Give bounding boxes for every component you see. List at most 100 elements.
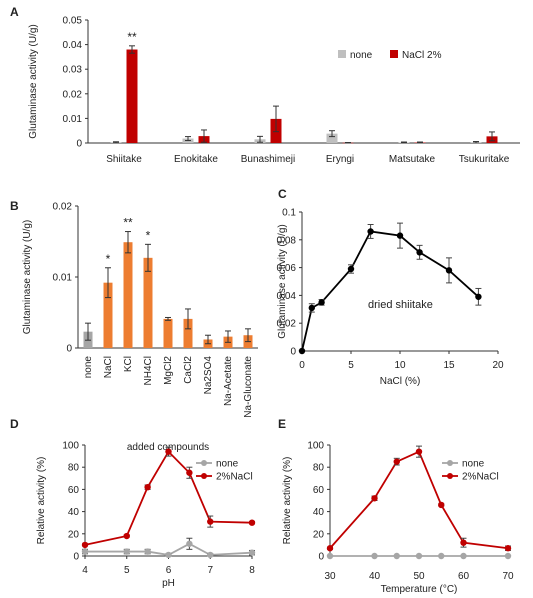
- panel-e-y-tick-label: 100: [307, 441, 324, 452]
- panel-c-y-tick-label: 0.02: [277, 319, 297, 330]
- panel-e-y-tick-label: 20: [313, 529, 325, 540]
- panel-e-data-point: [326, 545, 334, 552]
- panel-e-x-tick-label: 30: [324, 571, 336, 582]
- panel-c-y-tick-label: 0.06: [277, 263, 297, 274]
- panel-e-y-label: Relative activity (%): [282, 457, 293, 545]
- panel-a-y-tick-label: 0: [76, 139, 82, 150]
- panel-e-data-point: [438, 552, 445, 560]
- panel-d-y-tick-label: 60: [68, 485, 80, 496]
- panel-b-significance-mark: **: [123, 216, 133, 230]
- panel-e-data-point: [326, 552, 334, 560]
- panel-a-y-tick-label: 0.05: [63, 16, 83, 27]
- panel-b-x-tick-label: NaCl: [103, 356, 114, 378]
- panel-b-bar: [183, 318, 193, 348]
- panel-e-data-point: [438, 501, 445, 509]
- panel-e-legend-label: none: [462, 459, 485, 470]
- panel-c-y-tick-label: 0.04: [277, 291, 297, 302]
- panel-e-data-point: [504, 545, 512, 552]
- panel-b-y-tick-label: 0: [66, 344, 72, 355]
- panel-e-x-tick-label: 70: [502, 571, 514, 582]
- panel-e-data-point: [371, 552, 378, 560]
- panel-b-x-tick-label: NH4Cl: [143, 356, 154, 385]
- panel-d-y-label: Relative activity (%): [36, 457, 47, 545]
- panel-a-bar: [126, 49, 138, 143]
- panel-c-letter: C: [278, 187, 287, 201]
- panel-e-letter: E: [278, 417, 286, 431]
- panel-e-y-tick-label: 80: [313, 463, 325, 474]
- panel-d-data-point: [81, 548, 89, 555]
- panel-e-data-point: [504, 552, 512, 560]
- panel-e-data-point: [415, 448, 423, 455]
- panel-b-bar: [123, 242, 133, 348]
- panel-d-data-point: [186, 540, 193, 547]
- panel-e-legend-label: 2%NaCl: [462, 472, 499, 483]
- panel-a-legend-swatch: [390, 50, 398, 58]
- panel-b-x-tick-label: KCl: [123, 356, 134, 372]
- panel-d-x-tick-label: 5: [124, 565, 130, 576]
- panel-a-y-tick-label: 0.04: [63, 40, 83, 51]
- panel-d-x-tick-label: 7: [207, 565, 213, 576]
- panel-c-x-tick-label: 10: [394, 360, 406, 371]
- panel-d-y-tick-label: 80: [68, 463, 80, 474]
- panel-c-data-point: [347, 265, 355, 273]
- panel-c-data-point: [298, 347, 306, 355]
- panel-d-data-point: [207, 551, 214, 559]
- panel-a-x-tick-label: Shiitake: [106, 154, 142, 165]
- panel-c-x-tick-label: 15: [443, 360, 455, 371]
- panel-c-y-tick-label: 0.1: [282, 208, 296, 219]
- panel-a-bar: [326, 133, 338, 143]
- panel-a-x-tick-label: Bunashimeji: [241, 154, 295, 165]
- panel-b-significance-mark: *: [146, 228, 151, 242]
- panel-a-legend-label: NaCl 2%: [402, 50, 442, 61]
- panel-e-data-point: [460, 552, 467, 560]
- panel-c-y-tick-label: 0.08: [277, 235, 297, 246]
- panel-c-x-tick-label: 5: [348, 360, 354, 371]
- panel-c-y-tick-label: 0: [290, 347, 296, 358]
- panel-d-legend-label: none: [216, 459, 239, 470]
- panel-e-x-tick-label: 60: [458, 571, 470, 582]
- panel-e-x-tick-label: 40: [369, 571, 381, 582]
- panel-a-x-tick-label: Enokitake: [174, 154, 218, 165]
- panel-d-data-point: [165, 448, 172, 455]
- panel-a-significance-mark: **: [127, 30, 137, 44]
- panel-b-x-tick-label: none: [83, 356, 94, 379]
- panel-b-significance-mark: *: [106, 252, 111, 266]
- panel-d-data-point: [144, 548, 151, 555]
- panel-a-y-tick-label: 0.02: [63, 89, 83, 100]
- panel-d-x-label: pH: [162, 578, 175, 589]
- panel-b-y-label: Glutaminase activity (U/g): [22, 220, 33, 334]
- panel-b-bar: [163, 318, 173, 348]
- panel-e-x-label: Temperature (°C): [381, 584, 458, 595]
- panel-e-legend-marker: [447, 473, 453, 479]
- panel-c-data-point: [367, 228, 374, 235]
- panel-b-y-tick-label: 0.01: [53, 273, 73, 284]
- panel-d-x-tick-label: 6: [166, 565, 172, 576]
- panel-e-y-tick-label: 60: [313, 485, 325, 496]
- panel-c-data-point: [396, 232, 404, 239]
- panel-d-data-point: [144, 483, 151, 491]
- panel-d-x-tick-label: 8: [249, 565, 255, 576]
- panel-c-series-line: [301, 230, 480, 352]
- panel-d-data-point: [81, 541, 89, 549]
- panel-d-data-point: [165, 551, 172, 559]
- panel-c-annotation: dried shiitake: [368, 299, 433, 311]
- panel-b-bar: [143, 257, 153, 348]
- panel-e-y-tick-label: 0: [318, 552, 324, 563]
- panel-b-x-tick-label: Na2SO4: [203, 356, 214, 395]
- panel-a-legend-swatch: [338, 50, 346, 58]
- panel-c-x-tick-label: 0: [299, 360, 305, 371]
- panel-a-legend-label: none: [350, 50, 373, 61]
- panel-e-data-point: [393, 458, 400, 465]
- panel-e-data-point: [393, 552, 400, 560]
- panel-e-x-tick-label: 50: [413, 571, 425, 582]
- panel-c-data-point: [475, 293, 482, 300]
- panel-d-y-tick-label: 20: [68, 529, 80, 540]
- panel-b-x-tick-label: Na-Gluconate: [243, 356, 254, 418]
- panel-d-legend-marker: [201, 473, 207, 479]
- panel-d-legend-label: 2%NaCl: [216, 472, 253, 483]
- panel-a-x-tick-label: Matsutake: [389, 154, 436, 165]
- panel-d-data-point: [207, 518, 214, 525]
- panel-a-y-tick-label: 0.01: [63, 114, 83, 125]
- panel-e-legend-marker: [447, 460, 453, 466]
